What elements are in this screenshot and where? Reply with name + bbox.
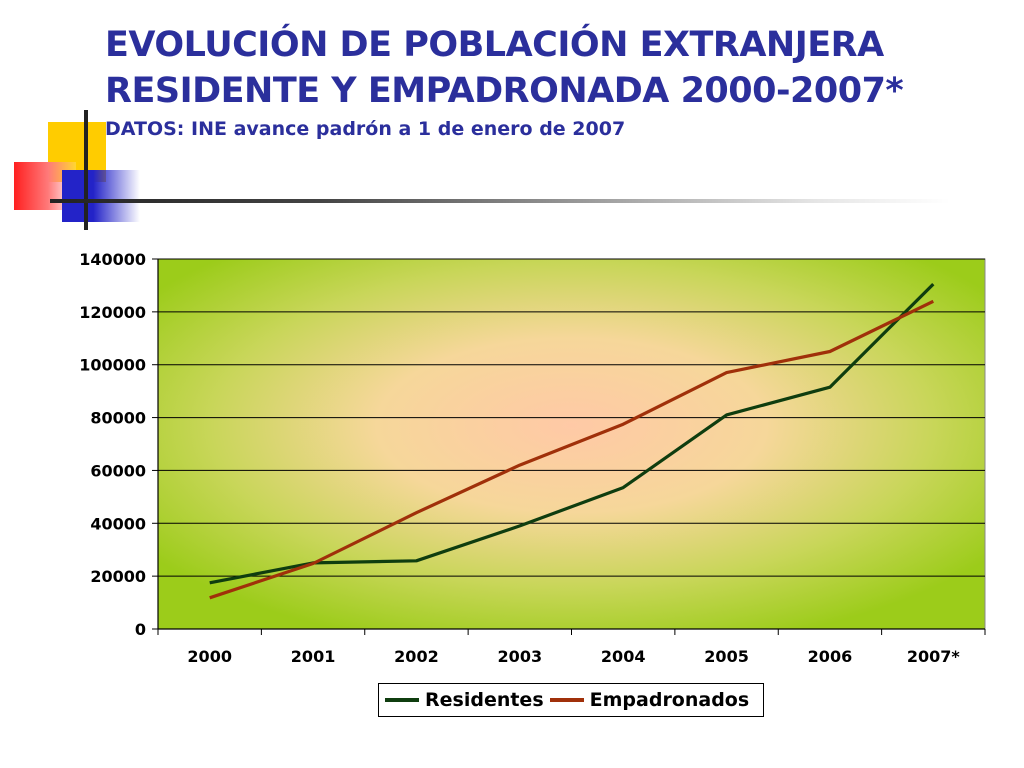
- legend-label: Residentes: [425, 689, 544, 711]
- x-tick-label: 2004: [601, 647, 646, 666]
- y-tick-label: 40000: [90, 514, 146, 533]
- legend-swatch: [549, 698, 584, 702]
- decor-vertical-line: [84, 110, 88, 230]
- x-tick-label: 2000: [187, 647, 232, 666]
- x-tick-label: 2006: [808, 647, 853, 666]
- legend-item-empadronados: Empadronados: [549, 689, 750, 711]
- legend-label: Empadronados: [589, 689, 750, 711]
- y-tick-label: 100000: [79, 356, 146, 375]
- x-tick-label: 2003: [498, 647, 543, 666]
- title-line-2: RESIDENTE Y EMPADRONADA 2000-2007*: [105, 71, 904, 111]
- slide-title: EVOLUCIÓN DE POBLACIÓN EXTRANJERA RESIDE…: [105, 22, 904, 114]
- decor-blue-square: [62, 170, 140, 222]
- series-line-residentes: [209, 282, 935, 585]
- y-tick-label: 120000: [79, 303, 146, 322]
- x-tick-label: 2007*: [907, 647, 961, 666]
- decor-horizontal-line: [50, 199, 950, 203]
- title-line-1: EVOLUCIÓN DE POBLACIÓN EXTRANJERA: [105, 25, 884, 65]
- y-tick-label: 140000: [79, 250, 146, 269]
- legend-item-residentes: Residentes: [385, 689, 544, 711]
- y-tick-label: 80000: [90, 409, 146, 428]
- slide-subtitle: DATOS: INE avance padrón a 1 de enero de…: [105, 118, 626, 140]
- series-line-empadronados: [209, 299, 934, 600]
- x-tick-label: 2002: [394, 647, 439, 666]
- legend-swatch: [385, 698, 419, 702]
- x-tick-label: 2001: [291, 647, 336, 666]
- y-tick-label: 0: [135, 620, 146, 639]
- x-tick-label: 2005: [704, 647, 749, 666]
- legend: Residentes Empadronados: [378, 683, 765, 717]
- y-tick-label: 20000: [90, 567, 146, 586]
- y-tick-label: 60000: [90, 461, 146, 480]
